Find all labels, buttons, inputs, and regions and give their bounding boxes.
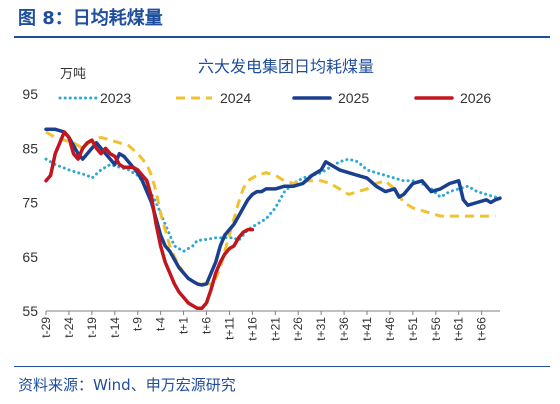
legend: 2023 2024 2025 2026 [58,90,491,106]
x-tick-label: t-24 [62,317,76,338]
x-tick-label: t+61 [452,317,466,341]
legend-label-2025: 2025 [338,90,369,106]
series-line-2025 [44,127,502,287]
y-tick-label: 85 [22,140,38,156]
title-rule [14,36,550,38]
x-tick-label: t+66 [475,317,489,341]
x-tick-label: t+1 [177,317,191,334]
series-line-2023 [44,157,497,253]
y-tick-label: 95 [22,86,38,102]
y-axis-unit-label: 万吨 [60,67,86,82]
x-tick-label: t+56 [429,317,443,341]
figure-title: 图 8：日均耗煤量 [18,8,163,29]
source-note: 资料来源：Wind、申万宏源研究 [18,376,236,394]
x-tick-label: t-19 [85,317,99,338]
legend-label-2026: 2026 [460,90,491,106]
x-tick-label: t+41 [360,317,374,341]
axes: 55 65 75 85 95 t-29 t-24 t-19 t-14 t-9 t-4 t+1 t+6 t+… [22,86,500,341]
x-tick-label: t+36 [337,317,351,341]
legend-label-2023: 2023 [100,90,131,106]
x-tick-label: t+31 [314,317,328,341]
x-tick-label: t-9 [131,317,145,331]
x-tick-label: t+46 [383,317,397,341]
line-chart: 六大发电集团日均耗煤量 万吨 2023 2024 2025 2026 55 65 75 85… [22,57,502,341]
x-tick-label: t-4 [154,317,168,331]
x-tick-label: t+6 [200,317,214,334]
x-tick-label: t+21 [268,317,282,341]
x-tick-label: t+51 [406,317,420,341]
x-tick-label: t+16 [245,317,259,341]
chart-title: 六大发电集团日均耗煤量 [198,57,374,76]
series-lines [44,127,502,311]
y-tick-label: 55 [22,303,38,319]
source-rule [14,366,550,367]
y-tick-label: 65 [22,249,38,265]
x-tick-label: t+26 [291,317,305,341]
series-line-2026 [44,130,255,311]
legend-label-2024: 2024 [220,90,251,106]
y-tick-label: 75 [22,195,38,211]
x-tick-label: t-29 [39,317,53,338]
x-tick-label: t-14 [108,317,122,338]
x-tick-label: t+11 [222,317,236,340]
